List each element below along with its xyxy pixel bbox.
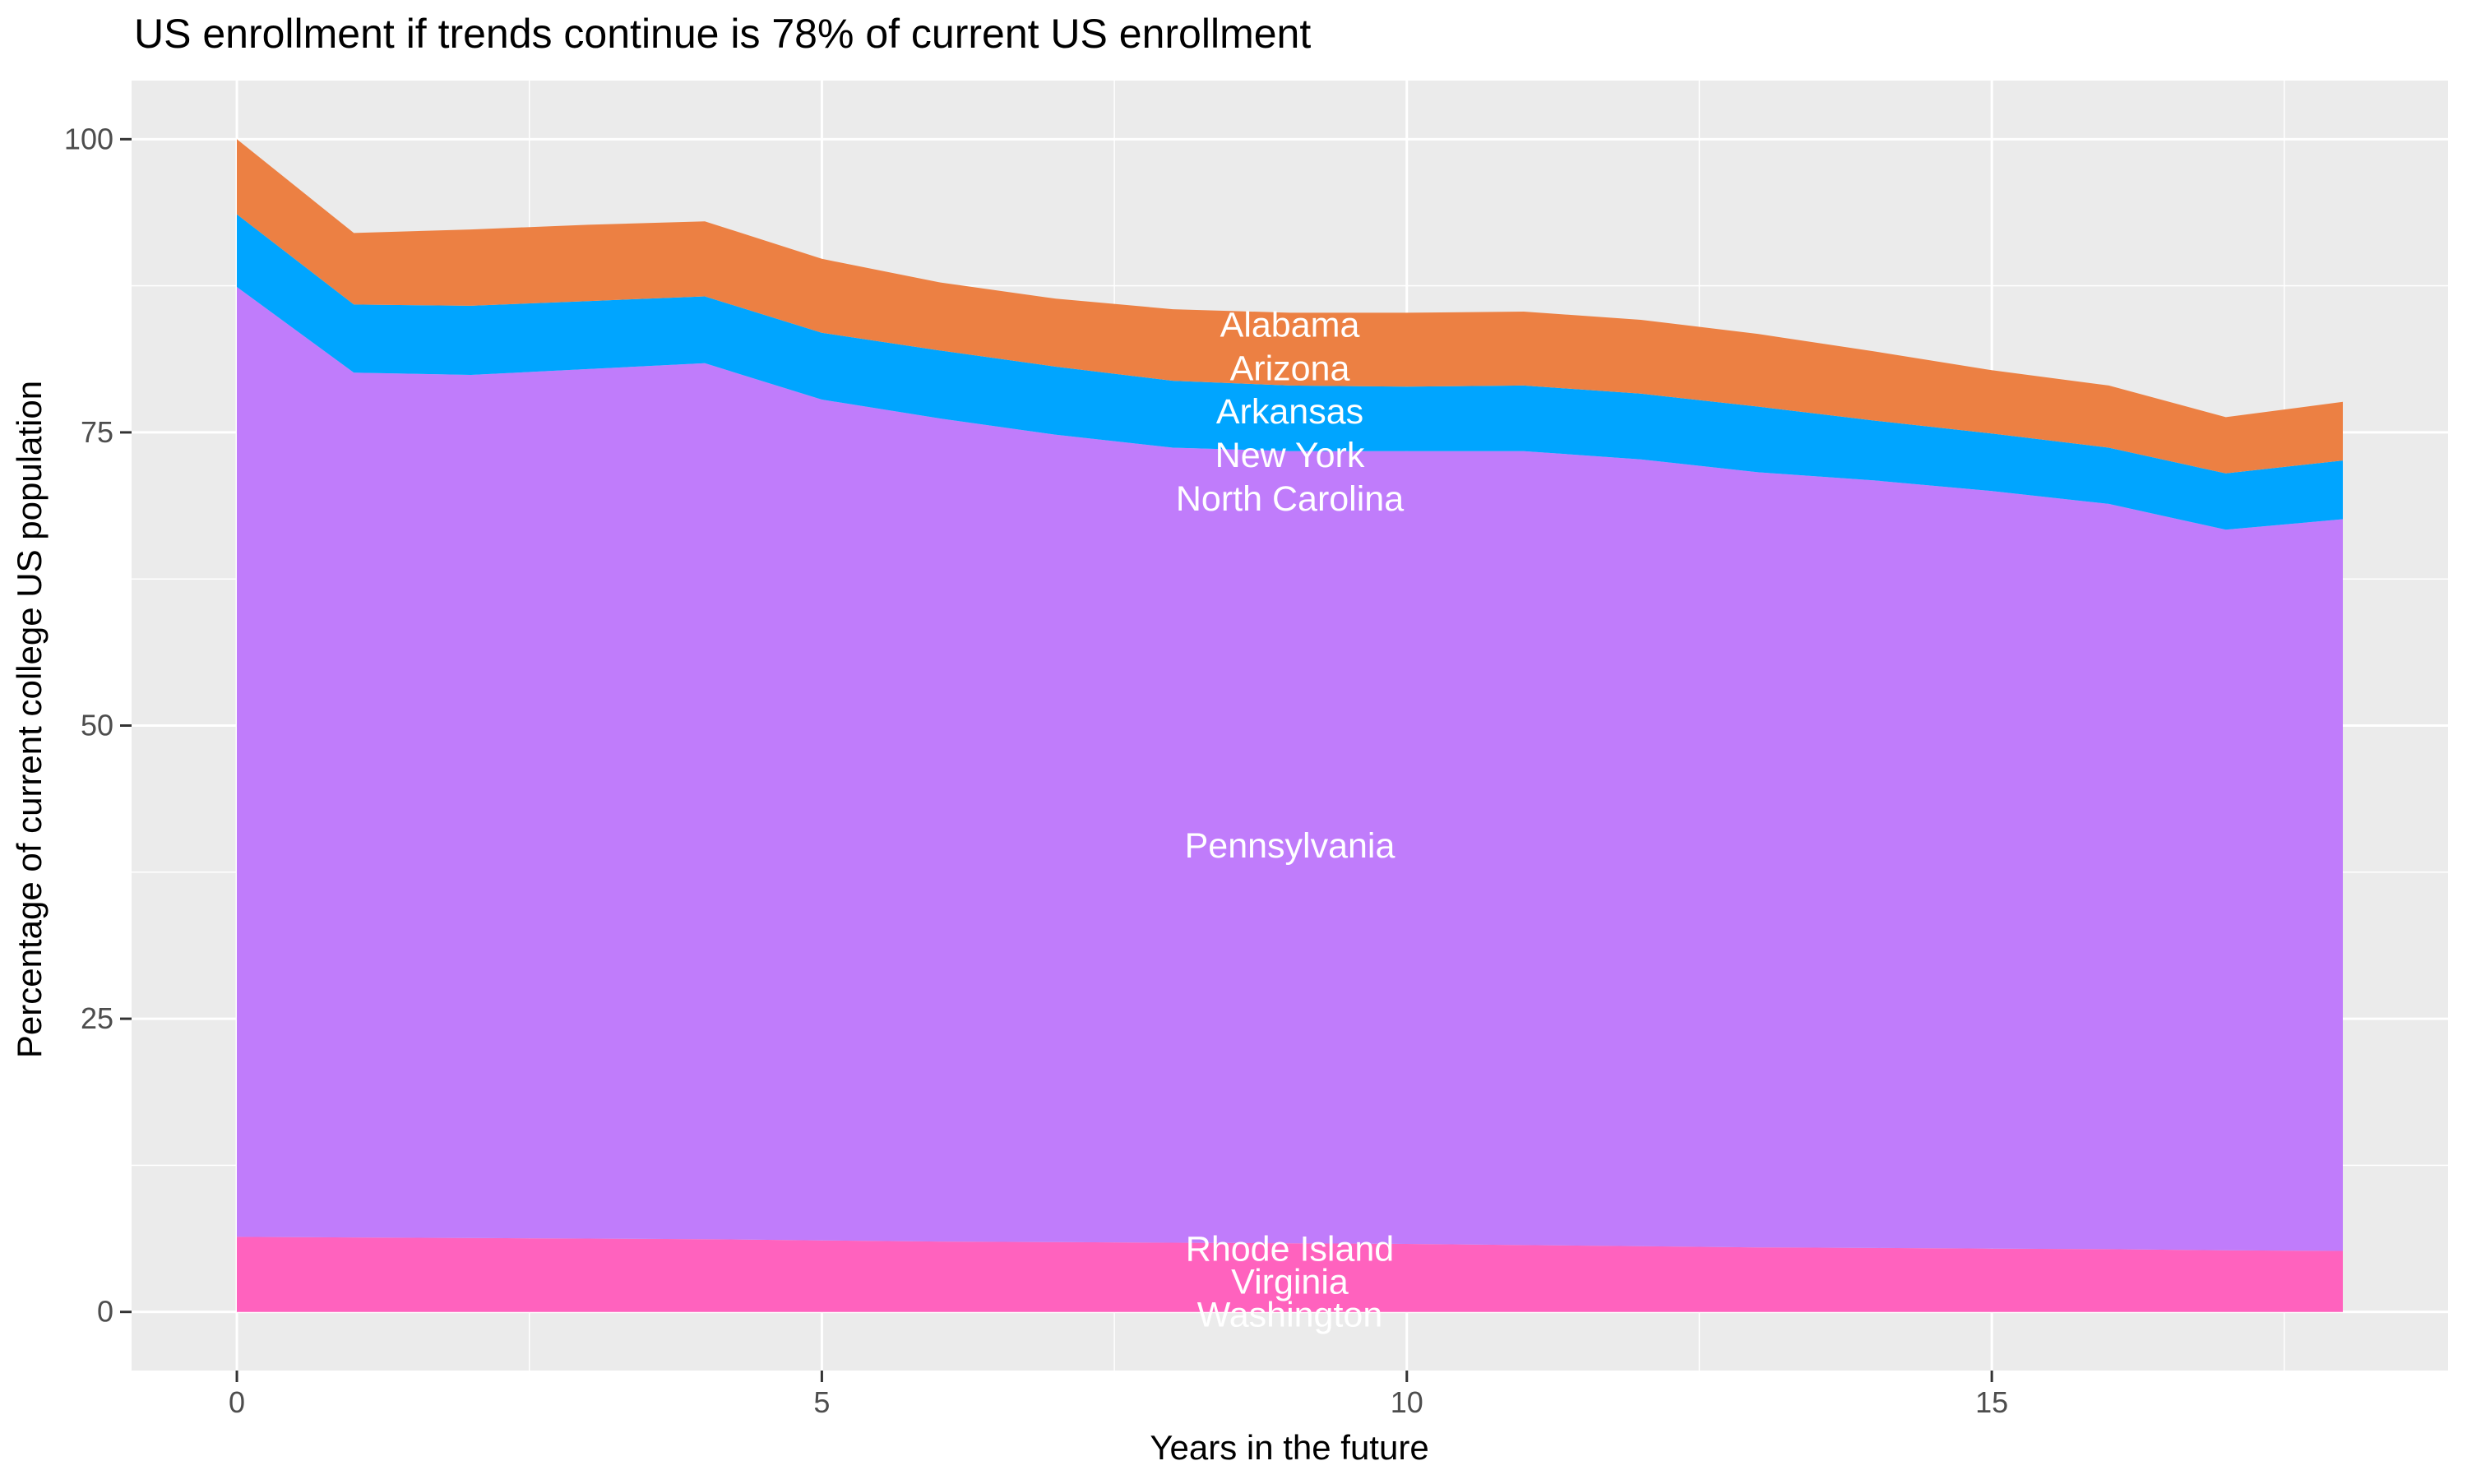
y-tick-label: 0 bbox=[97, 1295, 113, 1329]
x-tick-label: 15 bbox=[1975, 1385, 2008, 1419]
state-label-alabama: Alabama bbox=[1220, 306, 1360, 345]
state-labels: Alabama Arizona Arkansas New York North Caro… bbox=[1176, 306, 1404, 1335]
y-axis-title: Percentage of current college US populat… bbox=[10, 381, 49, 1058]
axes: 0 5 10 15 0 25 50 75 100 bbox=[64, 122, 2008, 1419]
x-axis-title: Years in the future bbox=[1150, 1428, 1428, 1467]
state-label-pennsylvania: Pennsylvania bbox=[1185, 826, 1395, 866]
area-rhode-island-virginia-washington-band bbox=[237, 1237, 2343, 1312]
state-label-arizona: Arizona bbox=[1230, 349, 1350, 388]
y-tick-label: 50 bbox=[81, 709, 113, 742]
y-tick-label: 25 bbox=[81, 1001, 113, 1035]
state-label-north-carolina: North Carolina bbox=[1176, 479, 1404, 519]
area-alabama-arizona-arkansas-band bbox=[237, 139, 2343, 474]
state-label-washington: Washington bbox=[1197, 1296, 1382, 1335]
chart-title: US enrollment if trends continue is 78% … bbox=[134, 11, 1311, 57]
state-label-arkansas: Arkansas bbox=[1216, 392, 1363, 432]
state-label-new-york: New York bbox=[1215, 436, 1365, 475]
x-tick-label: 5 bbox=[813, 1385, 830, 1419]
y-tick-label: 100 bbox=[64, 122, 113, 155]
state-label-virginia: Virginia bbox=[1231, 1263, 1349, 1302]
area-pennsylvania-band bbox=[237, 287, 2343, 1251]
area-new-york-north-carolina-band bbox=[237, 214, 2343, 530]
y-tick-label: 75 bbox=[81, 415, 113, 449]
state-label-rhode-island: Rhode Island bbox=[1186, 1230, 1394, 1269]
x-tick-label: 10 bbox=[1391, 1385, 1423, 1419]
stacked-areas bbox=[237, 139, 2343, 1312]
x-tick-label: 0 bbox=[229, 1385, 245, 1419]
